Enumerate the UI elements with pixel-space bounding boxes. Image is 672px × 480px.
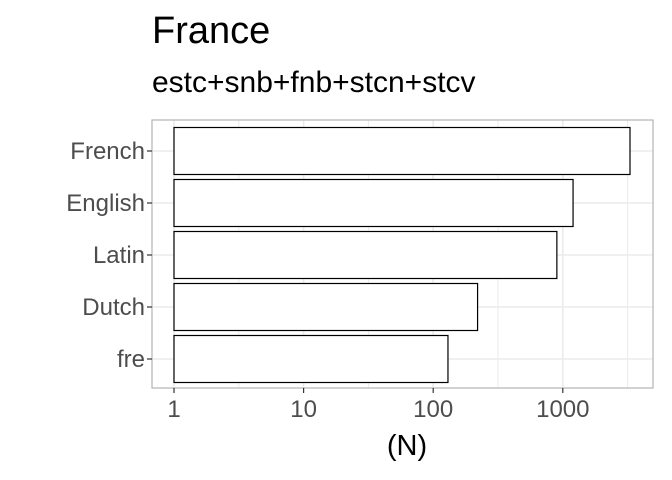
bar-fre bbox=[173, 334, 449, 384]
y-tick-label: fre bbox=[117, 346, 145, 373]
x-tick-label: 1 bbox=[167, 396, 180, 423]
bar-dutch bbox=[173, 282, 479, 332]
y-axis-ticks: French English Latin Dutch fre bbox=[66, 138, 152, 373]
y-tick-label: Dutch bbox=[82, 294, 145, 321]
panel-border bbox=[151, 119, 654, 389]
chart-title: France bbox=[152, 10, 271, 52]
x-axis-ticks: 1 10 100 1000 bbox=[167, 388, 589, 423]
bar-latin bbox=[173, 230, 558, 280]
x-axis-title: (N) bbox=[387, 430, 427, 462]
bar-english bbox=[173, 178, 574, 228]
bar-french bbox=[173, 126, 631, 176]
y-tick-label: French bbox=[70, 138, 145, 165]
chart-subtitle: estc+snb+fnb+stcn+stcv bbox=[152, 66, 476, 99]
x-tick-label: 100 bbox=[413, 396, 453, 423]
bars bbox=[173, 126, 631, 384]
y-tick-label: English bbox=[66, 190, 145, 217]
x-tick-label: 1000 bbox=[536, 396, 589, 423]
x-tick-label: 10 bbox=[290, 396, 317, 423]
y-tick-label: Latin bbox=[93, 242, 145, 269]
